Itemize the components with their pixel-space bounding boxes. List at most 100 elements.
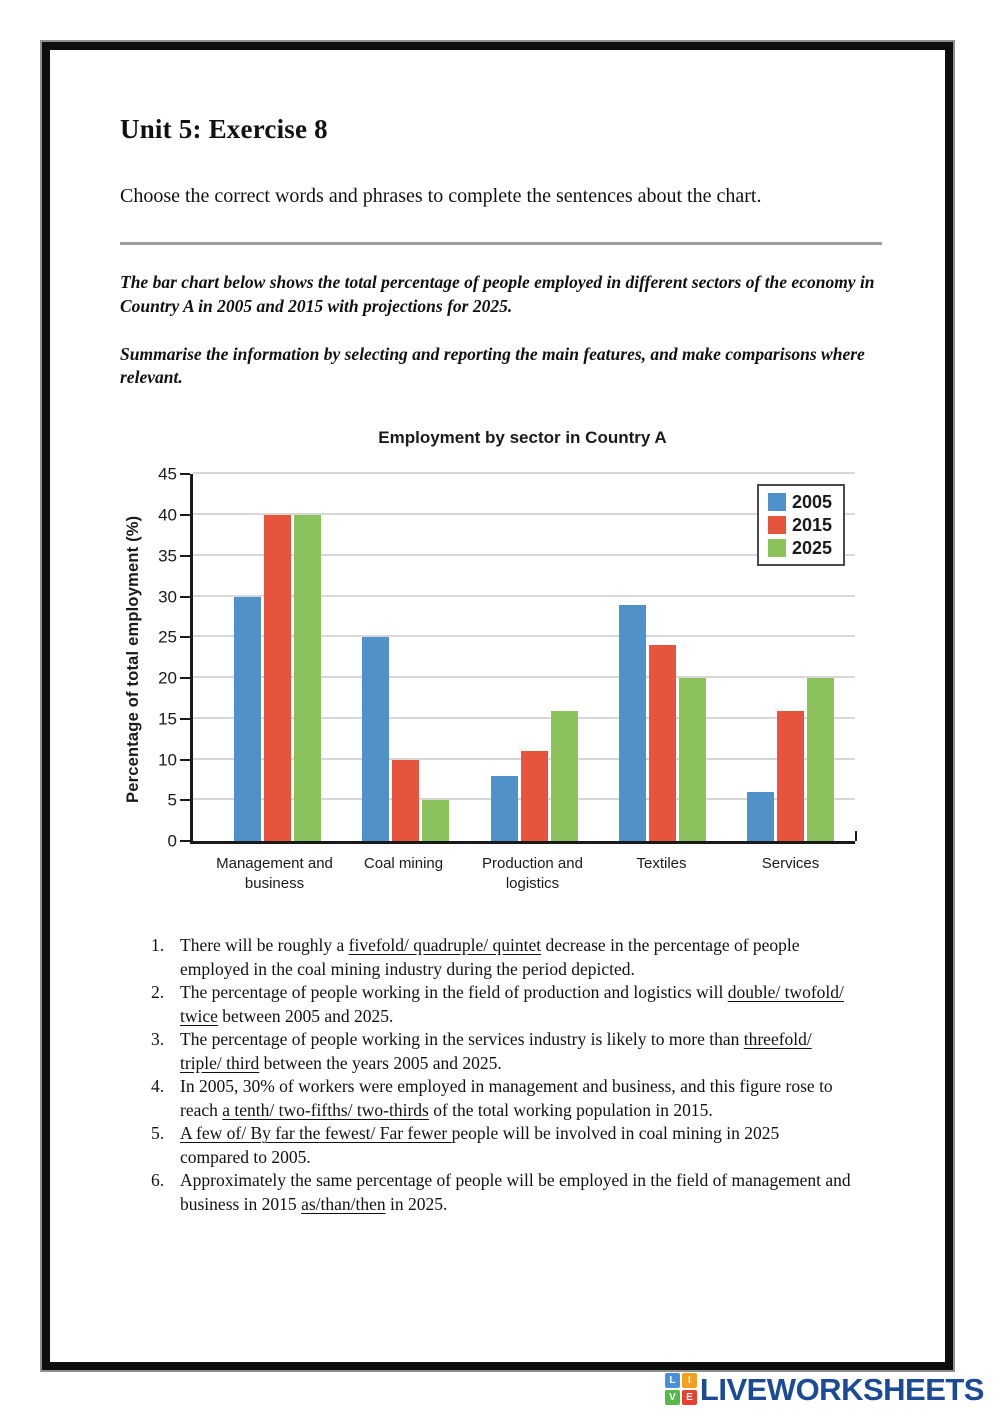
- exercise-item-3: 3. The percentage of people working in th…: [120, 1028, 882, 1075]
- y-tick: [180, 799, 190, 802]
- item-text: There will be roughly a fivefold/ quadru…: [180, 934, 852, 981]
- instruction-text: Choose the correct words and phrases to …: [120, 185, 762, 207]
- legend-swatch-2005: [767, 493, 786, 512]
- bar-group-coal-mining: [341, 474, 469, 842]
- exercise-item-6: 6. Approximately the same percentage of p…: [120, 1169, 882, 1216]
- bar-2025-services: [807, 678, 835, 842]
- bar-2005-textiles: [618, 604, 646, 842]
- bar-2015-coal-mining: [392, 759, 420, 842]
- exercise-item-4: 4. In 2005, 30% of workers were employed …: [120, 1075, 882, 1122]
- legend-item-2025: 2025: [767, 538, 832, 559]
- item-number: 3.: [151, 1029, 165, 1050]
- item-text: The percentage of people working in the …: [180, 1028, 852, 1075]
- sentence-text: of the total working population in 2015.: [428, 1099, 713, 1120]
- y-tick-label: 30: [158, 587, 177, 607]
- bar-2005-management-and-business: [233, 596, 261, 842]
- y-tick: [180, 473, 190, 476]
- x-axis-label-coal-mining: Coal mining: [363, 855, 444, 873]
- item-text: The percentage of people working in the …: [180, 981, 852, 1028]
- exercise-item-2: 2. The percentage of people working in th…: [120, 981, 882, 1028]
- gridline: [193, 716, 855, 719]
- y-tick: [180, 554, 190, 557]
- bar-group-production-and-logistics: [470, 474, 598, 842]
- x-axis-label-services: Services: [761, 855, 820, 873]
- chart-legend: 2005 2015 2025: [756, 484, 845, 567]
- sentence-text: The percentage of people working in the …: [180, 1029, 744, 1050]
- logo-tile-l: L: [664, 1373, 680, 1388]
- legend-label: 2025: [791, 538, 832, 559]
- sentence-text: in 2025.: [385, 1193, 448, 1214]
- y-tick-label: 5: [167, 790, 177, 810]
- page-content: Unit 5: Exercise 8 Choose the correct wo…: [50, 50, 945, 1216]
- legend-label: 2015: [791, 515, 832, 536]
- x-axis-labels: Management and business Coal mining Produc…: [190, 854, 855, 893]
- item-number: 4.: [151, 1076, 165, 1097]
- y-tick-label: 0: [167, 831, 177, 851]
- x-axis-end-tick: [855, 831, 857, 842]
- bars-container: [193, 474, 855, 842]
- gridline: [193, 635, 855, 638]
- plot-area: 2005 2015 2025 0 5 10 15 20 25 30 35 40 45: [158, 466, 857, 850]
- page-title: Unit 5: Exercise 8: [120, 114, 328, 144]
- legend-label: 2005: [791, 492, 832, 513]
- bar-2005-coal-mining: [362, 637, 390, 842]
- employment-bar-chart: Employment by sector in Country A Percen…: [120, 428, 882, 898]
- bar-group-textiles: [598, 474, 726, 842]
- y-axis-label: Percentage of total employment (%): [124, 515, 142, 803]
- logo-tile-e: E: [681, 1390, 697, 1405]
- item-number: 6.: [151, 1170, 165, 1191]
- legend-item-2005: 2005: [767, 492, 832, 513]
- y-tick: [180, 758, 190, 761]
- legend-swatch-2015: [767, 516, 786, 535]
- gridline: [193, 594, 855, 597]
- gridline: [193, 553, 855, 556]
- sentence-text: between the years 2005 and 2025.: [259, 1052, 502, 1073]
- bar-2025-production-and-logistics: [550, 710, 578, 842]
- bar-2025-coal-mining: [422, 800, 450, 842]
- logo-tile-v: V: [664, 1390, 680, 1405]
- sentence-text: There will be roughly a: [180, 935, 349, 956]
- page-border: Unit 5: Exercise 8 Choose the correct wo…: [40, 40, 955, 1372]
- logo-tile-i: I: [681, 1373, 697, 1388]
- exercise-list: 1. There will be roughly a fivefold/ quad…: [120, 934, 882, 1216]
- chart-title: Employment by sector in Country A: [378, 428, 667, 448]
- bar-2025-management-and-business: [293, 514, 321, 842]
- answer-choices[interactable]: fivefold/ quadruple/ quintet: [348, 935, 542, 956]
- sentence-text: decrease in the percentage of people emp…: [180, 935, 800, 979]
- sentence-text: people will be involved in coal mining i…: [180, 1123, 780, 1167]
- y-tick-label: 45: [158, 464, 177, 484]
- bar-2015-services: [777, 710, 805, 842]
- task-prompt-1: The bar chart below shows the total perc…: [120, 272, 875, 316]
- answer-choices[interactable]: a tenth/ two-fifths/ two-thirds: [222, 1099, 429, 1120]
- item-number: 2.: [151, 982, 165, 1003]
- y-tick: [180, 840, 190, 843]
- y-tick: [180, 513, 190, 516]
- liveworksheets-logo-text: LIVEWORKSHEETS: [699, 1371, 985, 1407]
- item-text: Approximately the same percentage of peo…: [180, 1169, 852, 1216]
- sentence-text: In 2005, 30% of workers were employed in…: [180, 1076, 833, 1120]
- y-tick-label: 35: [158, 546, 177, 566]
- answer-choices[interactable]: A few of/ By far the fewest/ Far fewer: [180, 1123, 452, 1144]
- y-tick-label: 40: [158, 505, 177, 525]
- legend-item-2015: 2015: [767, 515, 832, 536]
- gridline: [193, 512, 855, 515]
- y-tick-label: 25: [158, 627, 177, 647]
- y-tick: [180, 717, 190, 720]
- y-tick-label: 20: [158, 668, 177, 688]
- exercise-item-1: 1. There will be roughly a fivefold/ quad…: [120, 934, 882, 981]
- section-divider: [120, 242, 882, 245]
- gridline: [193, 676, 855, 679]
- answer-choices[interactable]: threefold/ triple/ third: [180, 1029, 812, 1073]
- sentence-text: Approximately the same percentage of peo…: [180, 1170, 851, 1214]
- x-axis-label-production-and-logistics: Production and logistics: [482, 855, 583, 892]
- item-text: A few of/ By far the fewest/ Far fewer p…: [180, 1122, 852, 1169]
- bar-2015-management-and-business: [263, 514, 291, 842]
- exercise-item-5: 5. A few of/ By far the fewest/ Far fewer…: [120, 1122, 882, 1169]
- answer-choices[interactable]: double/ twofold/ twice: [180, 982, 844, 1026]
- legend-swatch-2025: [767, 539, 786, 558]
- y-tick: [180, 595, 190, 598]
- bar-2005-services: [747, 792, 775, 842]
- answer-choices[interactable]: as/than/then: [301, 1193, 386, 1214]
- item-text: In 2005, 30% of workers were employed in…: [180, 1075, 852, 1122]
